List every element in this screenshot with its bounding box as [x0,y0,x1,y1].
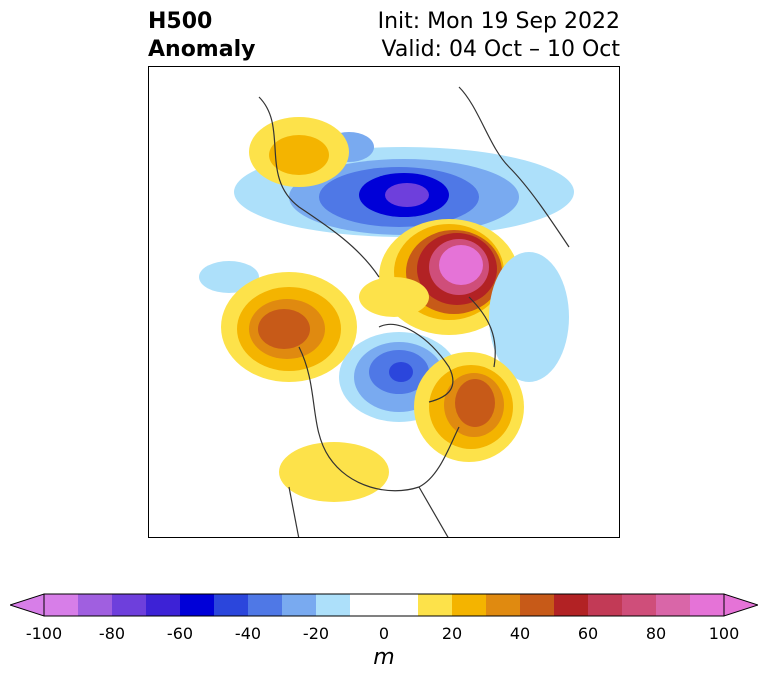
negative-anomaly-east [489,252,569,382]
colorbar-tick-label: 40 [509,624,531,643]
colorbar [10,593,758,617]
colorbar-tick-label: -20 [302,624,330,643]
init-time: Init: Mon 19 Sep 2022 [377,9,620,34]
colorbar-tick-label: -60 [166,624,194,643]
anomaly-map [199,86,574,537]
colorbar-segment [214,594,249,616]
colorbar-segment [282,594,317,616]
colorbar-segment [656,594,691,616]
map-panel [148,66,620,538]
title-right: Init: Mon 19 Sep 2022 Valid: 04 Oct – 10… [378,8,620,64]
colorbar-segment [78,594,113,616]
title-variable: H500 [148,9,213,34]
colorbar-segment [554,594,589,616]
positive-anomaly-pacific [221,272,357,382]
colorbar-segment [690,594,725,616]
colorbar-segment [418,594,453,616]
colorbar-segment [112,594,147,616]
colorbar-segment [180,594,215,616]
title-left: H500 Anomaly [148,8,255,64]
colorbar-segment [486,594,521,616]
title-field: Anomaly [148,37,256,62]
positive-anomaly-atlantic [414,352,524,462]
positive-anomaly-us [279,442,389,502]
colorbar-tick-label: -100 [25,624,63,643]
colorbar-segment [384,594,419,616]
colorbar-tick-label: 60 [577,624,599,643]
colorbar-segment [622,594,657,616]
colorbar-tick-label: -80 [98,624,126,643]
colorbar-tick-label: -40 [234,624,262,643]
colorbar-segment [520,594,555,616]
colorbar-min-arrow [10,593,45,617]
negative-anomaly-west [199,261,259,293]
colorbar-ticks: -100 -80 -60 -40 -20 0 20 40 60 80 100 [10,624,758,644]
positive-anomaly-europe [249,117,349,187]
colorbar-segment [588,594,623,616]
colorbar-segment [350,594,385,616]
colorbar-segment [146,594,181,616]
colorbar-segment [248,594,283,616]
colorbar-segment [452,594,487,616]
colorbar-tick-label: 100 [708,624,740,643]
colorbar-outline [43,593,725,617]
positive-anomaly-bridge [359,277,429,317]
coastlines [258,86,570,537]
colorbar-unit: m [373,645,395,670]
colorbar-max-arrow [723,593,758,617]
colorbar-segment [44,594,79,616]
colorbar-segment [316,594,351,616]
colorbar-tick-label: 0 [378,624,390,643]
valid-period: Valid: 04 Oct – 10 Oct [381,37,620,62]
colorbar-tick-label: 20 [441,624,463,643]
colorbar-tick-label: 80 [645,624,667,643]
